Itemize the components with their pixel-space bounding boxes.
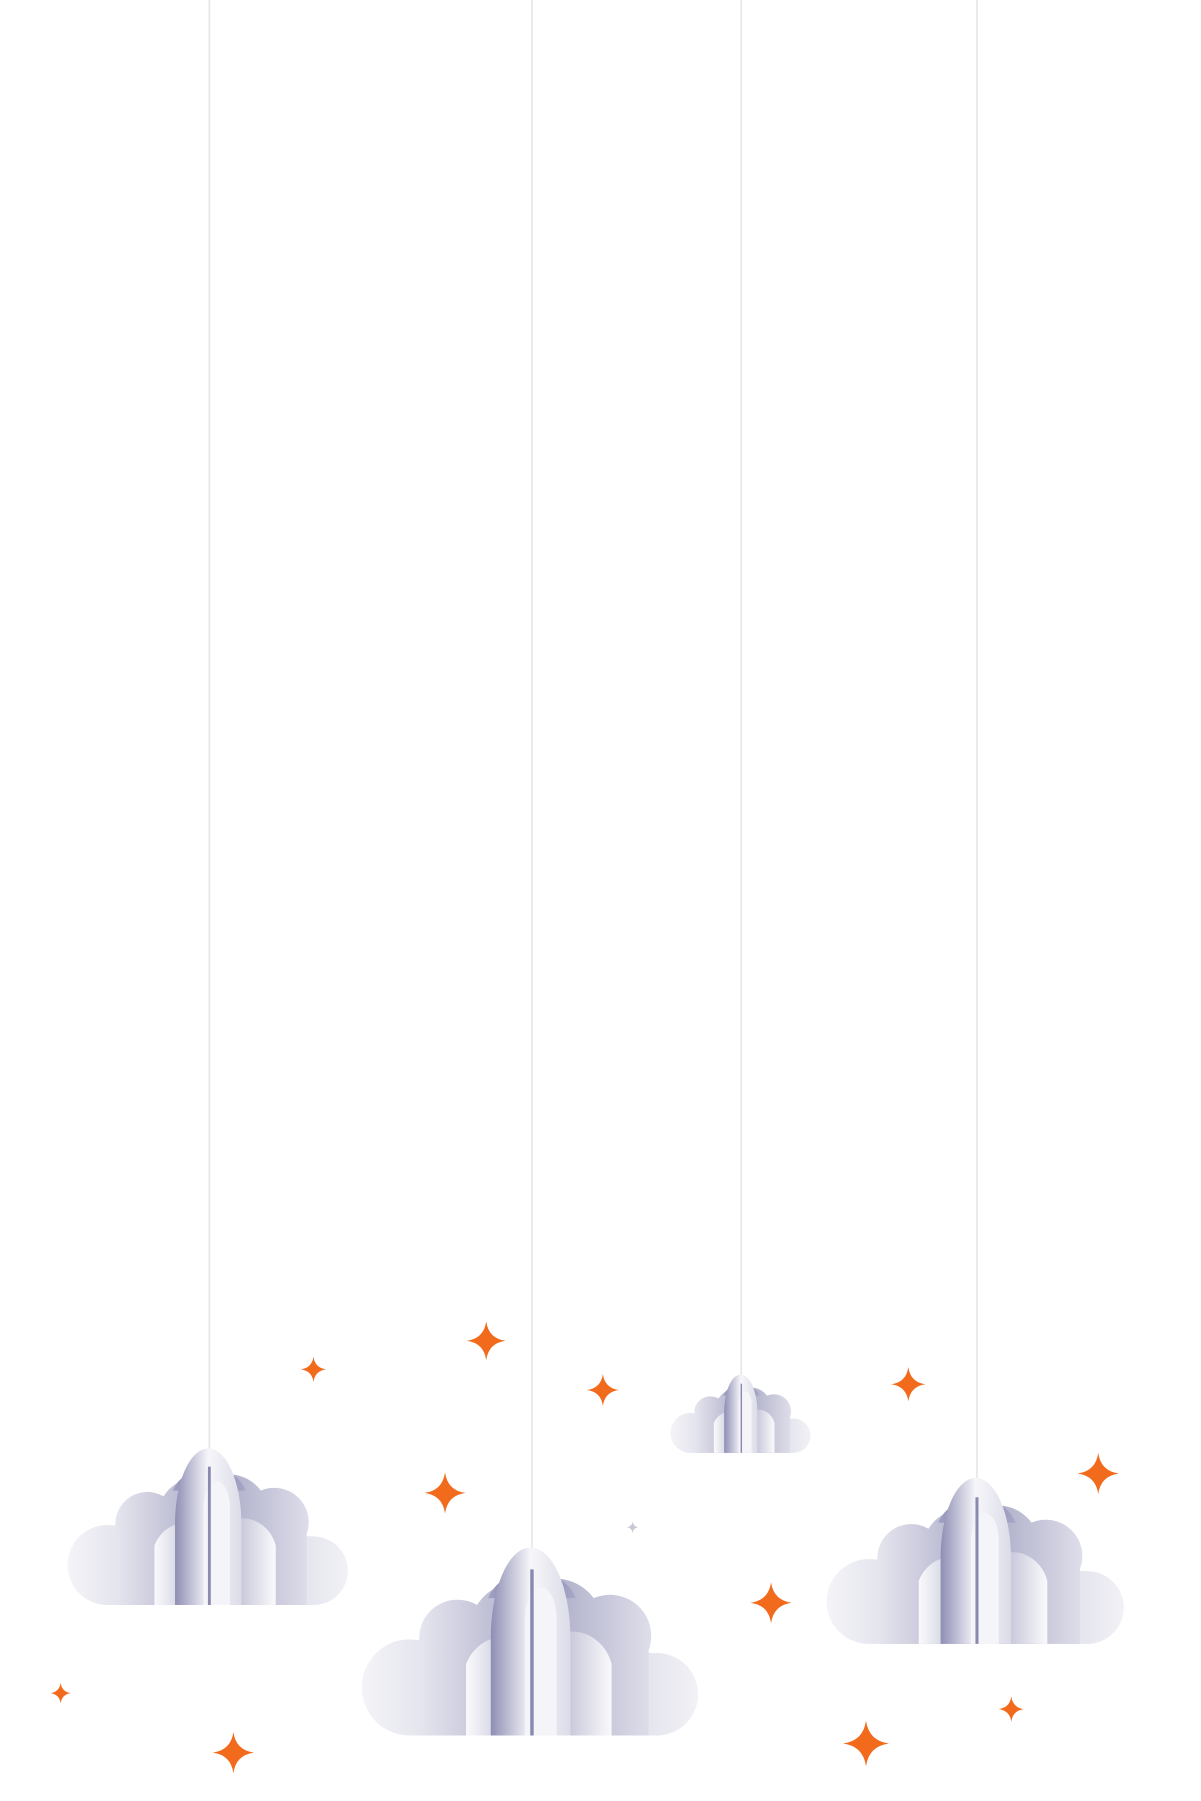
cloud-core-center (970, 1512, 999, 1644)
sparkle (50, 1682, 71, 1704)
sparkle (1077, 1452, 1119, 1495)
cloud-core-center (738, 1391, 752, 1453)
sparkle (998, 1696, 1024, 1722)
cloud-core-center (203, 1481, 230, 1606)
cloud (67, 1448, 348, 1606)
sparkle (750, 1582, 792, 1624)
sparkle (424, 1472, 466, 1514)
sparkle (843, 1720, 889, 1767)
cloud-core-center (525, 1587, 557, 1736)
sparkle (891, 1367, 926, 1402)
sparkle (626, 1521, 639, 1533)
sparkle (300, 1356, 327, 1382)
sparkle (212, 1732, 254, 1774)
sparkle (586, 1373, 619, 1406)
cloud (826, 1477, 1124, 1644)
sparkle (466, 1321, 506, 1361)
cloud (361, 1547, 699, 1736)
cloud (670, 1374, 811, 1453)
